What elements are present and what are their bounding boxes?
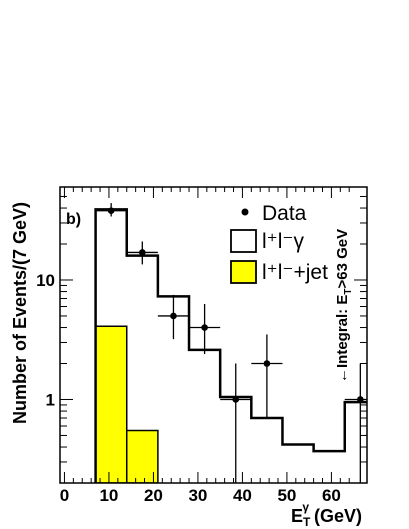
plot-area — [94, 203, 367, 483]
data-point — [139, 249, 146, 256]
x-tick-label: 60 — [322, 486, 341, 505]
x-tick-label: 10 — [99, 486, 118, 505]
x-tick-label: 50 — [277, 486, 296, 505]
legend-data-marker — [241, 208, 249, 216]
jet-bar — [125, 429, 159, 483]
legend-label: l⁺l⁻γ — [262, 230, 305, 253]
axes: 0 10 20 30 40 50 60 1 10 — [36, 186, 368, 505]
y-tick-label: 1 — [46, 390, 55, 409]
data-point — [170, 312, 177, 320]
legend: Data l⁺l⁻γ l⁺l⁻+jet — [230, 202, 328, 284]
panel-label: b) — [66, 211, 81, 228]
legend-label: l⁺l⁻+jet — [262, 261, 328, 284]
data-point — [263, 360, 271, 367]
legend-label: Data — [262, 202, 307, 225]
y-axis-title: Number of Events/(7 GeV) — [10, 202, 30, 424]
data-point — [107, 207, 115, 215]
jet-bar — [94, 325, 128, 483]
y-tick-label: 10 — [36, 271, 55, 290]
x-tick-label: 40 — [233, 486, 252, 505]
x-tick-label: 30 — [188, 486, 207, 505]
plot-frame — [59, 186, 368, 484]
x-axis-title: ETγ (GeV) — [291, 500, 362, 529]
plot-content — [94, 203, 367, 483]
data-point — [201, 324, 208, 331]
x-tick-label: 0 — [60, 486, 69, 505]
legend-llgamma-swatch — [230, 229, 257, 253]
integral-annotation: ←Integral: ET>63 GeV — [334, 229, 354, 383]
data-point — [232, 396, 240, 403]
legend-jet-swatch — [230, 260, 257, 284]
llgamma-histogram — [94, 208, 367, 483]
x-tick-label: 20 — [144, 486, 163, 505]
